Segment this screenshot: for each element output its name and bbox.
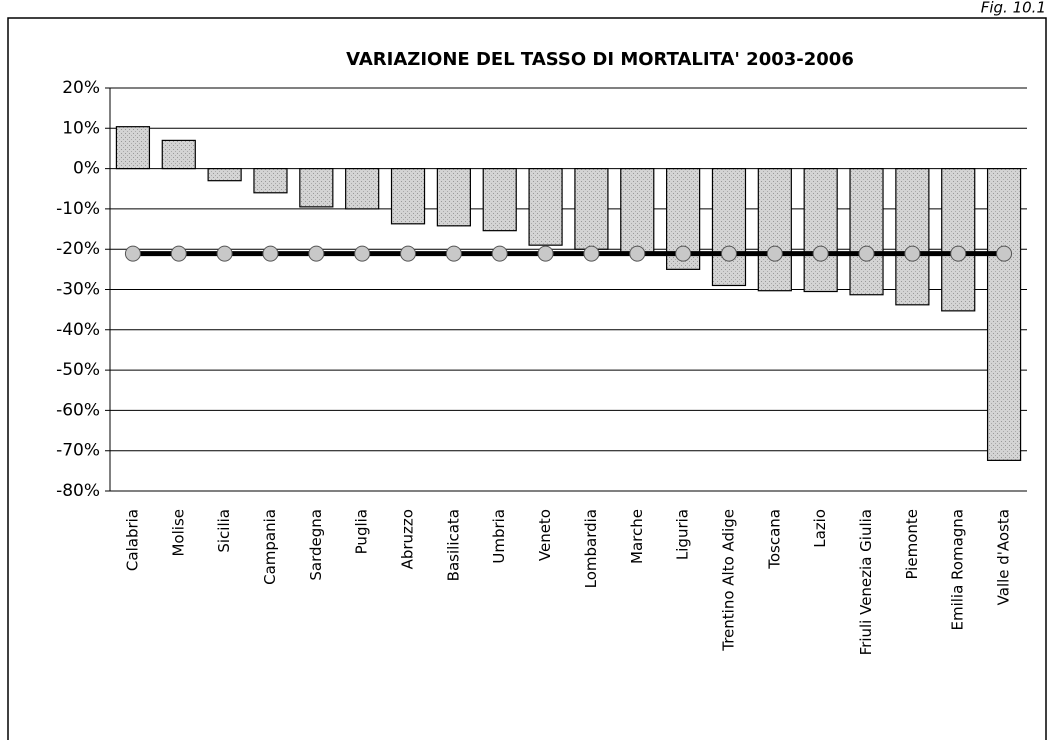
x-tick-label: Liguria [674,509,692,560]
line-marker [124,245,141,262]
bar [895,168,930,306]
line-marker [308,245,325,262]
x-tick-label: Piemonte [903,509,921,580]
x-tick-label: Marche [628,509,646,564]
bar [574,168,609,250]
bar [115,126,151,170]
y-tick-label: -70% [56,441,100,461]
y-tick-label: -80% [56,481,100,501]
y-tick-label: -20% [56,239,100,259]
bar [620,168,655,254]
x-tick-label: Calabria [123,509,141,571]
line-marker [537,245,554,262]
x-tick-label: Sardegna [307,509,325,581]
line-marker [950,245,967,262]
line-marker [904,245,921,262]
line-marker [858,245,875,262]
x-tick-label: Valle d'Aosta [995,509,1013,605]
line-marker [445,245,462,262]
bar [986,168,1022,461]
bar [849,168,884,296]
line-marker [170,245,187,262]
bar [482,168,517,232]
bar [299,168,334,208]
x-tick-label: Abruzzo [399,509,417,569]
x-tick-label: Lombardia [582,509,600,588]
x-tick-label: Campania [261,509,279,585]
line-marker [812,245,829,262]
bar [941,168,976,312]
bar [161,139,196,170]
line-marker [216,245,233,262]
bar [436,168,471,227]
x-tick-label: Toscana [765,509,783,570]
x-tick-label: Friuli Venezia Giulia [857,509,875,655]
line-marker [491,245,508,262]
y-tick-label: -40% [56,320,100,340]
bar [803,168,838,293]
y-tick-label: -60% [56,400,100,420]
frame [7,17,1047,740]
x-tick-label: Umbria [490,509,508,564]
x-tick-label: Emilia Romagna [949,509,967,631]
x-tick-label: Sicilia [215,509,233,553]
y-tick-label: 10% [62,118,100,138]
x-tick-label: Molise [169,509,187,557]
figure-label: Fig. 10.1 [981,0,1046,17]
y-tick-label: -30% [56,280,100,300]
x-tick-label: Veneto [536,509,554,561]
y-tick-label: -10% [56,199,100,219]
line-marker [766,245,783,262]
y-tick-label: 20% [62,78,100,98]
line-marker [720,245,737,262]
line-marker [996,245,1013,262]
bar [711,168,747,287]
line-marker [629,245,646,262]
line-marker [354,245,371,262]
x-tick-label: Lazio [811,509,829,548]
line-marker [675,245,692,262]
chart-title: VARIAZIONE DEL TASSO DI MORTALITA' 2003-… [346,49,854,70]
bar [390,168,426,225]
bar [757,168,792,292]
bar [345,168,380,210]
x-tick-label: Basilicata [444,509,462,581]
line-marker [262,245,279,262]
bar [207,168,242,182]
bar [528,168,563,246]
x-tick-label: Trentino Alto Adige [719,509,737,652]
line-marker [400,245,417,262]
y-tick-label: -50% [56,360,100,380]
x-tick-label: Puglia [353,509,371,554]
y-tick-label: 0% [73,159,100,179]
line-marker [583,245,600,262]
bar [253,168,288,194]
